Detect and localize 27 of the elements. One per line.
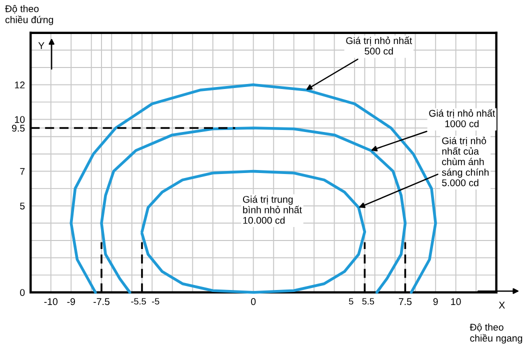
- x-tick-label: 0: [251, 298, 256, 306]
- line-series: [100, 126, 407, 294]
- annotation: Giá trị nhỏ nhất của chùm ánh sáng chính 5.000 cd: [442, 136, 489, 186]
- x-tick-label: 5: [348, 298, 354, 305]
- x-tick-label: 7.5: [398, 298, 412, 306]
- x-axis-title: Độ theo chiều ngang: [470, 323, 522, 344]
- x-tick-label: 5.5: [362, 298, 374, 305]
- x-tick-label: 10: [451, 298, 461, 306]
- y-tick-label: 7: [20, 168, 25, 175]
- y-tick-label: 5: [20, 202, 25, 210]
- y-tick-label: 9.5: [12, 124, 25, 132]
- x-tick-label: -9: [67, 298, 75, 306]
- y-tick-label: 12: [14, 82, 25, 88]
- annotation: Giá trị nhỏ nhất 500 cd: [346, 36, 412, 55]
- annotation: Y: [38, 42, 44, 49]
- x-tick-label: -5: [152, 298, 160, 305]
- x-tick-label: 9: [433, 298, 438, 306]
- y-tick-label: 0: [20, 289, 25, 296]
- line-series: [140, 170, 366, 294]
- text: X: [498, 302, 505, 308]
- x-tick-label: -7.5: [94, 298, 110, 306]
- x-tick-label: -10: [44, 298, 58, 306]
- y-tick-label: 10: [14, 116, 25, 123]
- annotation: Giá trị trung bình nhỏ nhất 10.000 cd: [243, 196, 302, 224]
- y-axis-title: Độ theo chiều đứng: [5, 5, 54, 26]
- annotation: Giá trị nhỏ nhất 1000 cd: [429, 109, 496, 128]
- x-tick-label: -5.5: [131, 298, 146, 305]
